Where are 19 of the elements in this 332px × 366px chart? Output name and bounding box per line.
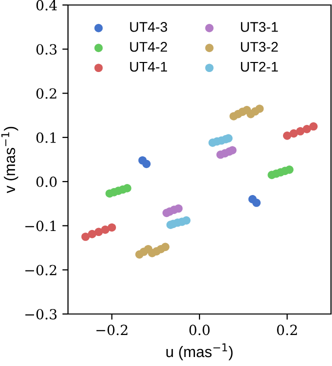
legend-label: UT4-2 xyxy=(130,42,167,52)
y-tick-label: −0.3 xyxy=(25,308,57,320)
legend-label: UT3-2 xyxy=(240,42,278,52)
y-axis-title: v (mas$^{−1}$) xyxy=(1,126,18,194)
y-tick-label: 0.1 xyxy=(36,132,56,143)
legend-label: UT4-3 xyxy=(130,22,168,32)
x-axis-title: u (mas$^{−1}$) xyxy=(166,343,233,360)
legend-label: UT4-1 xyxy=(130,62,168,72)
x-tick-label: 0.0 xyxy=(189,324,210,336)
legend-label: UT2-1 xyxy=(240,62,278,72)
y-tick-label: 0.3 xyxy=(36,44,57,55)
y-tick-label: −0.1 xyxy=(25,220,56,232)
y-tick-label: 0.0 xyxy=(36,176,57,188)
y-tick-label: 0.4 xyxy=(36,0,57,10)
x-tick-label: 0.2 xyxy=(277,324,297,336)
legend-label: UT3-1 xyxy=(240,22,278,32)
y-tick-label: 0.2 xyxy=(36,88,56,99)
x-tick-label: −0.2 xyxy=(96,324,128,336)
y-tick-label: −0.2 xyxy=(25,264,56,276)
